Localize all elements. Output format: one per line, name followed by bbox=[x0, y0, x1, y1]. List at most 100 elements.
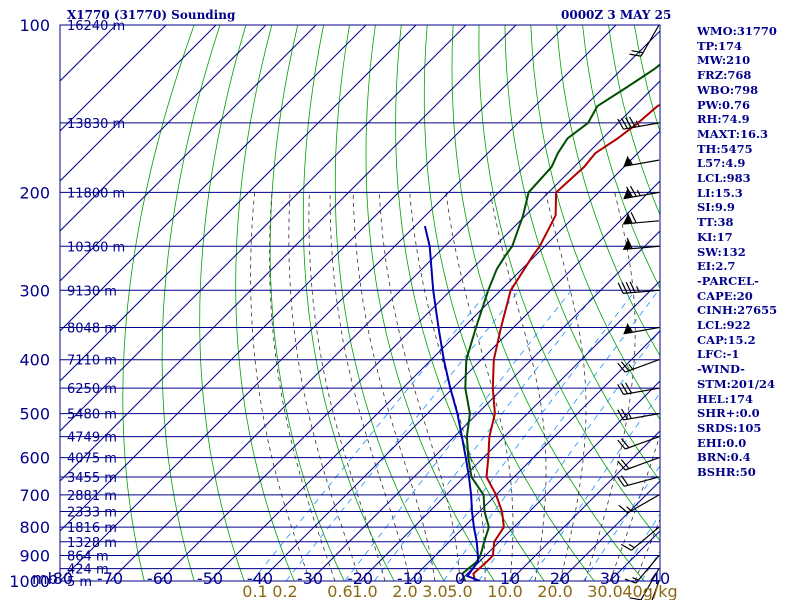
height-label: 11800 m bbox=[67, 186, 125, 201]
pressure-tick-label: 400 bbox=[19, 351, 50, 370]
stat-item: -PARCEL- bbox=[697, 273, 759, 288]
plot-frame bbox=[59, 24, 661, 582]
stat-item: SHR+:0.0 bbox=[697, 406, 760, 421]
pressure-tick-label: 600 bbox=[19, 449, 50, 468]
wind-barb-feather bbox=[626, 186, 633, 198]
wind-barb bbox=[617, 116, 660, 130]
wind-barb-half-feather bbox=[632, 577, 639, 581]
height-label: 4749 m bbox=[67, 431, 117, 446]
stat-item: WBO:798 bbox=[697, 82, 759, 97]
isotherm-line bbox=[60, 25, 467, 432]
stat-item: TT:38 bbox=[697, 215, 734, 230]
dry-adiabat bbox=[122, 25, 195, 581]
mixing-ratio-label: 40g/kg bbox=[622, 582, 677, 600]
isotherms bbox=[60, 25, 660, 581]
stat-item: WMO:31770 bbox=[697, 24, 777, 38]
wind-barb-half-feather bbox=[626, 506, 632, 512]
moist-adiabat bbox=[409, 192, 486, 581]
isotherm-line bbox=[509, 430, 660, 581]
mixing-ratio-line bbox=[416, 290, 636, 581]
mixing-ratio-label: 20.0 bbox=[537, 582, 573, 600]
height-label: 5480 m bbox=[67, 408, 117, 423]
stat-item: KI:17 bbox=[697, 229, 733, 244]
pressure-unit-label: mb bbox=[32, 569, 58, 588]
wind-barb-feather bbox=[629, 185, 637, 197]
mixing-ratio-line bbox=[285, 290, 520, 581]
wind-barb bbox=[629, 568, 660, 600]
wind-barb-staff bbox=[623, 289, 660, 294]
observation-time: 0000Z 3 MAY 25 bbox=[561, 8, 672, 22]
wind-barb-feather bbox=[628, 116, 636, 128]
wind-barb-feather bbox=[617, 118, 625, 130]
stat-item: TP:174 bbox=[697, 38, 743, 53]
wind-barb-feather bbox=[629, 597, 642, 600]
temperature-tick-label: 0 bbox=[455, 569, 465, 588]
wind-barb-half-feather bbox=[635, 120, 640, 127]
stat-item: PW:0.76 bbox=[697, 97, 751, 112]
mixing-ratio-label: 0.1 bbox=[242, 582, 267, 600]
wind-barb bbox=[651, 580, 660, 600]
stat-item: EHI:0.0 bbox=[697, 435, 747, 450]
dry-adiabat bbox=[161, 25, 221, 581]
height-label: 10360 m bbox=[67, 240, 125, 255]
pressure-tick-label: 200 bbox=[19, 183, 50, 202]
wind-barb-pennant bbox=[623, 187, 632, 199]
moist-adiabat bbox=[545, 192, 587, 581]
wind-barb-feather bbox=[625, 281, 632, 293]
wind-barb-feather bbox=[620, 438, 630, 448]
isotherm-line bbox=[209, 130, 660, 581]
wind-barb-feather bbox=[621, 117, 629, 129]
height-label: 16240 m bbox=[67, 19, 125, 34]
sounding-indices-panel: WMO:31770 TP:174 MW:210 FRZ:768 WBO:798 PW:0.… bbox=[697, 24, 777, 480]
wind-barb-feather bbox=[620, 459, 630, 469]
height-label: 7110 m bbox=[67, 354, 117, 369]
wind-barb-pennant bbox=[623, 155, 632, 167]
wind-barb-feather bbox=[630, 211, 637, 224]
isotherm-line bbox=[60, 25, 567, 532]
mixing-ratio-label: 0.2 bbox=[272, 582, 297, 600]
stat-item: CAP:15.2 bbox=[697, 332, 756, 347]
mixing-ratio-label: 3.0 bbox=[422, 582, 447, 600]
wind-barb-feather bbox=[621, 282, 628, 294]
wind-barb-staff bbox=[623, 122, 660, 130]
stat-item: -WIND- bbox=[697, 362, 745, 377]
dry-adiabat bbox=[302, 25, 395, 581]
wind-barb-feather bbox=[618, 504, 629, 514]
dry-adiabat bbox=[451, 25, 645, 581]
height-label: 2881 m bbox=[67, 489, 117, 504]
wind-barb-feather bbox=[621, 408, 629, 420]
pressure-tick-label: 700 bbox=[19, 486, 50, 505]
isotherm-line bbox=[109, 30, 660, 581]
height-label: 3455 m bbox=[67, 471, 117, 486]
pressure-tick-label: 800 bbox=[19, 518, 50, 537]
wind-barb-feather bbox=[617, 409, 625, 421]
height-label: 6250 m bbox=[67, 382, 117, 397]
temperature-trace bbox=[472, 103, 660, 581]
wind-barb bbox=[617, 457, 660, 471]
wind-barb-staff bbox=[623, 387, 660, 395]
isotherm-line bbox=[459, 380, 660, 581]
isotherm-line bbox=[259, 180, 660, 581]
wind-barb bbox=[620, 526, 660, 551]
wind-barb-staff bbox=[631, 526, 660, 551]
parcel-trace bbox=[423, 225, 481, 581]
mixing-ratio-line bbox=[344, 290, 572, 581]
wind-barb-feather bbox=[625, 382, 632, 394]
moist-adiabat bbox=[308, 192, 386, 581]
wind-barb-pennant bbox=[623, 238, 632, 250]
wind-barb-staff bbox=[623, 191, 660, 200]
stat-item: EI:2.7 bbox=[697, 259, 736, 274]
wind-barb-feather bbox=[620, 361, 630, 372]
moist-adiabat bbox=[269, 192, 336, 581]
height-label: 424 m bbox=[67, 563, 109, 578]
wind-barb bbox=[617, 359, 660, 373]
temperature-tick-label: -70 bbox=[97, 569, 123, 588]
wind-barb bbox=[617, 281, 660, 294]
wind-barbs bbox=[617, 24, 660, 600]
wind-barb-feather bbox=[617, 439, 626, 450]
isotherm-line bbox=[409, 330, 660, 581]
height-label: 5 m bbox=[67, 575, 92, 590]
wind-barb-staff bbox=[627, 494, 660, 514]
dry-adiabat bbox=[199, 25, 247, 581]
